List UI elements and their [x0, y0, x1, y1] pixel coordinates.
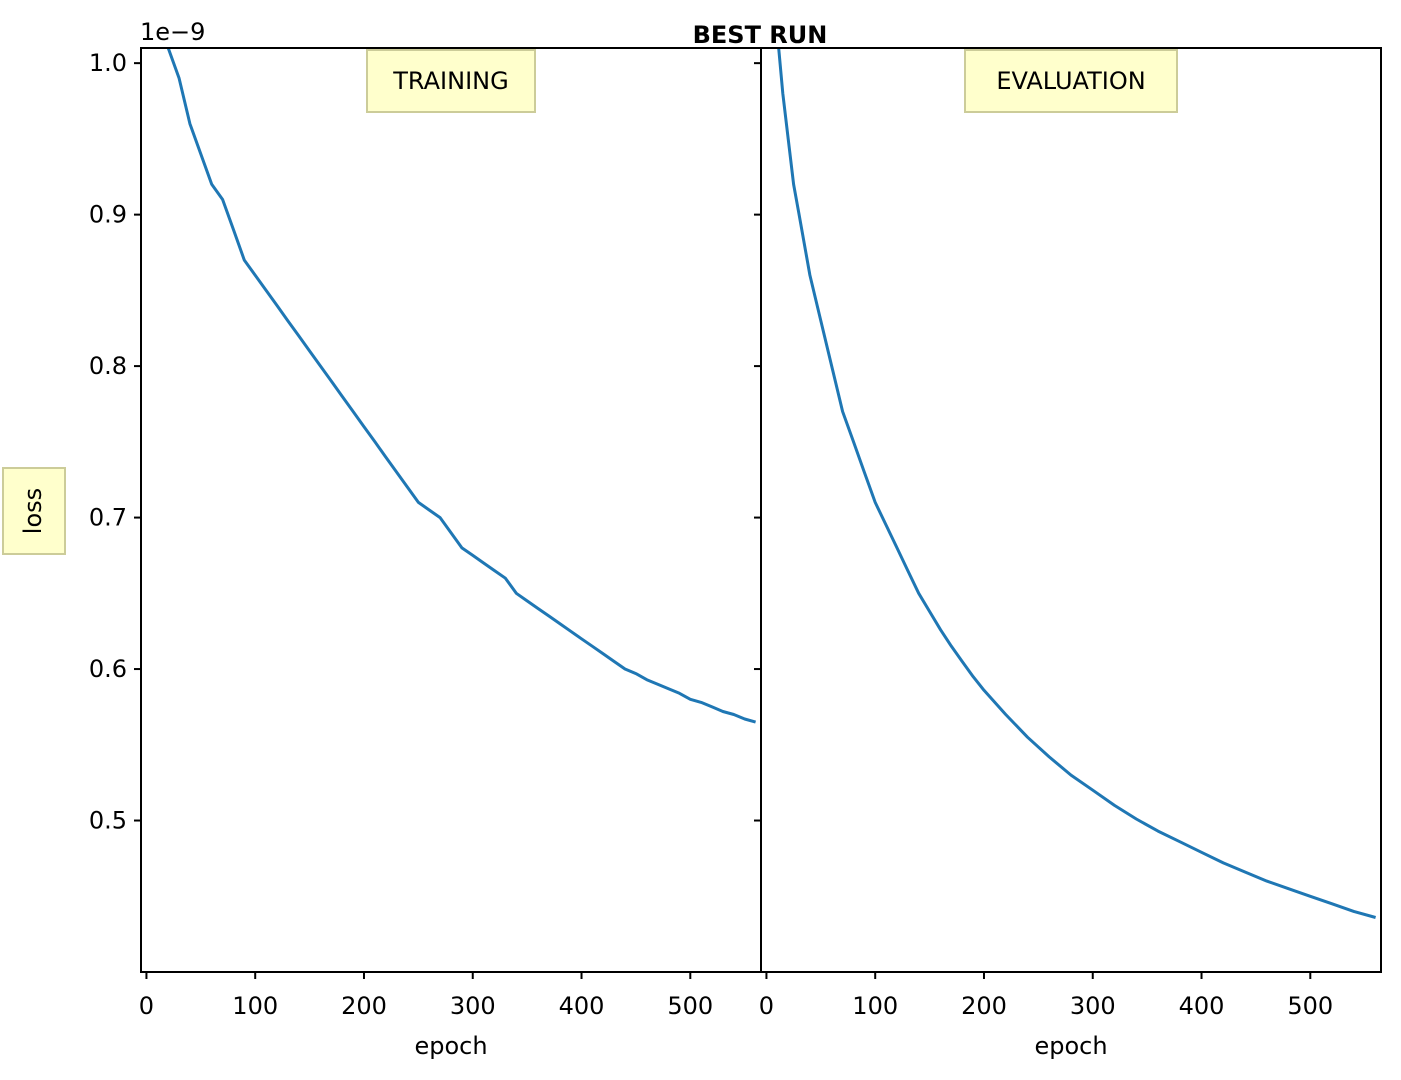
- x-tick-label: 400: [559, 992, 605, 1020]
- figure-title: BEST RUN: [693, 21, 828, 49]
- axes-frame: [140, 47, 762, 973]
- x-tick-label: 100: [232, 992, 278, 1020]
- y-axis-label: loss: [19, 488, 47, 534]
- training-panel: 0 100 200 300 400 500 epoch 0.5 0.6 0.7 0.8 0.9 1.0 T…: [89, 47, 762, 1060]
- x-tick-label: 200: [341, 992, 387, 1020]
- x-axis-label: epoch: [1034, 1032, 1107, 1060]
- x-tick-label: 500: [1287, 992, 1333, 1020]
- x-axis-label: epoch: [414, 1032, 487, 1060]
- y-tick-label: 0.7: [89, 504, 127, 532]
- x-tick-label: 300: [450, 992, 496, 1020]
- panel-label: EVALUATION: [996, 67, 1145, 95]
- x-tick-label: 100: [852, 992, 898, 1020]
- x-tick-label: 0: [139, 992, 154, 1020]
- ylabel-box: loss: [2, 467, 66, 555]
- y-tick-label: 0.8: [89, 352, 127, 380]
- y-tick-label: 0.9: [89, 201, 127, 229]
- panel-label-box: [366, 49, 536, 113]
- ylabel-box-bg: [2, 467, 66, 555]
- series-line-0-0: [166, 48, 757, 724]
- axes-frame: [760, 47, 1382, 973]
- series-line-1-0: [777, 48, 1377, 919]
- y-tick-label: 1.0: [89, 49, 127, 77]
- x-tick-label: 500: [667, 992, 713, 1020]
- evaluation-panel: 0 100 200 300 400 500 epoch EVALUATION: [754, 47, 1382, 1060]
- y-offset-text: 1e−9: [140, 18, 205, 46]
- y-tick-label: 0.5: [89, 807, 127, 835]
- x-tick-label: 200: [961, 992, 1007, 1020]
- panel-label-box: [964, 49, 1178, 113]
- panel-label: TRAINING: [392, 67, 508, 95]
- y-tick-label: 0.6: [89, 655, 127, 683]
- x-tick-label: 400: [1179, 992, 1225, 1020]
- x-tick-label: 0: [759, 992, 774, 1020]
- x-tick-label: 300: [1070, 992, 1116, 1020]
